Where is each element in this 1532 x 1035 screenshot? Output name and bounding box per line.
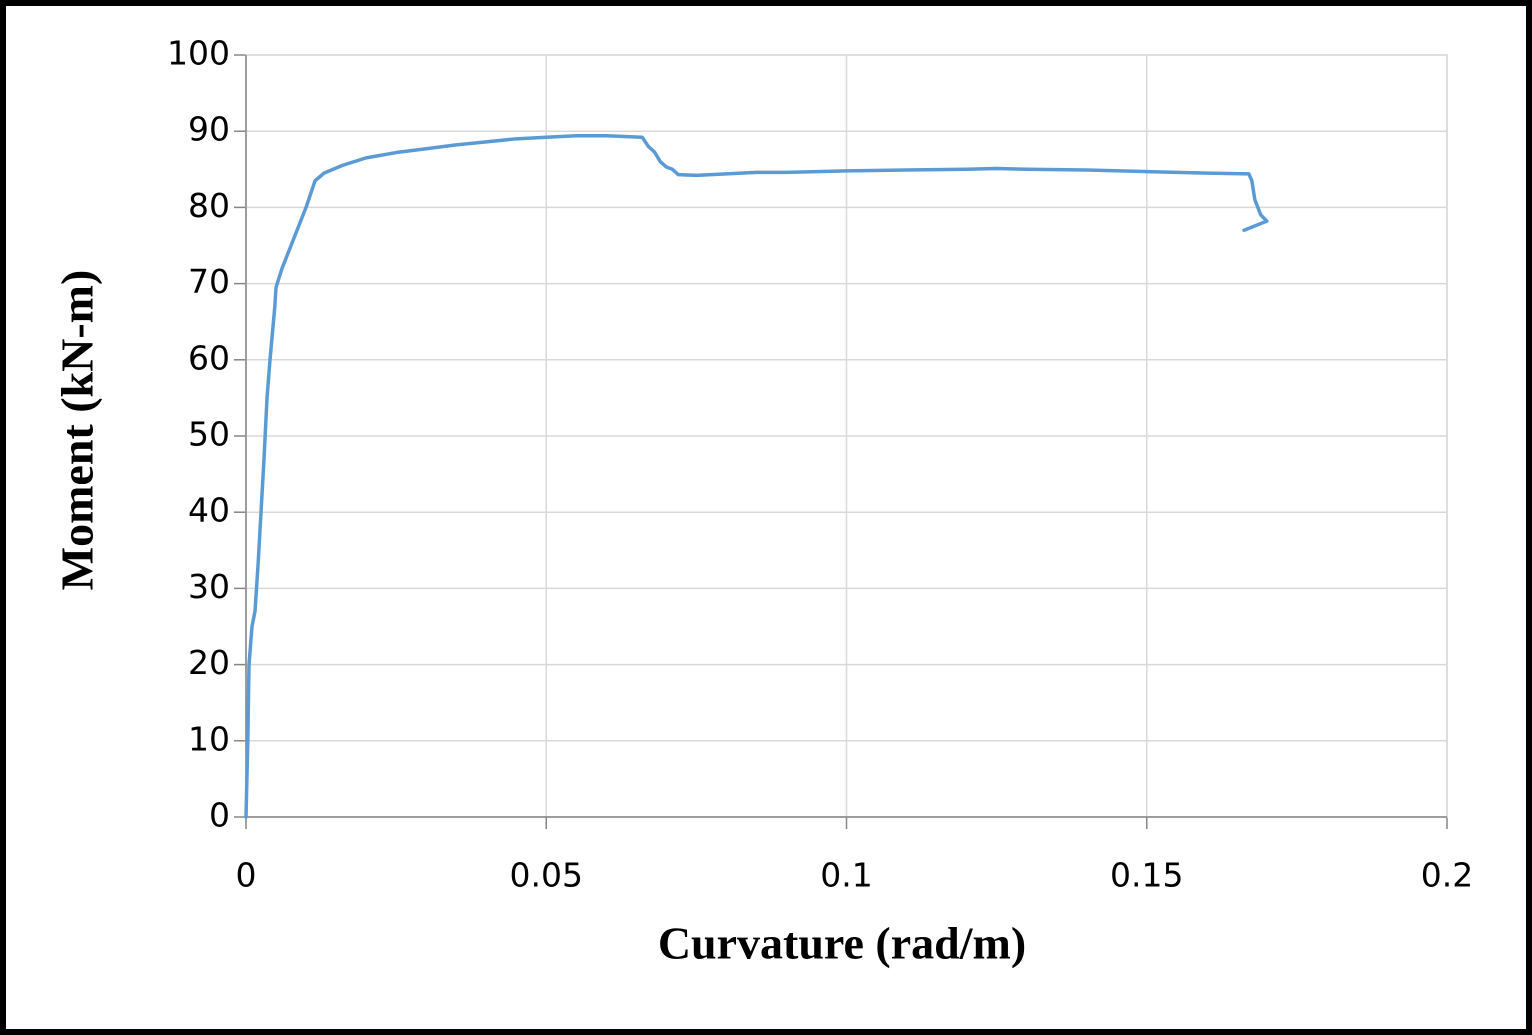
x-tick-label: 0: [236, 856, 257, 895]
y-tick-label: 40: [188, 491, 230, 530]
y-tick-label: 0: [209, 796, 230, 835]
y-tick-label: 70: [188, 262, 230, 301]
x-tick-label: 0.1: [820, 856, 872, 895]
y-axis-title: Moment (kN-m): [52, 270, 103, 591]
y-tick-label: 50: [188, 415, 230, 454]
x-tick-label: 0.2: [1421, 856, 1473, 895]
x-tick-label: 0.05: [510, 856, 583, 895]
y-tick-label: 100: [167, 34, 230, 73]
y-tick-label: 10: [188, 719, 230, 758]
x-axis-title: Curvature (rad/m): [658, 918, 1026, 969]
data-line: [244, 134, 1269, 819]
y-tick-label: 80: [188, 186, 230, 225]
y-tick-label: 30: [188, 567, 230, 606]
y-tick-label: 60: [188, 338, 230, 377]
y-tick-label: 90: [188, 110, 230, 149]
y-tick-label: 20: [188, 643, 230, 682]
x-tick-label: 0.15: [1110, 856, 1183, 895]
